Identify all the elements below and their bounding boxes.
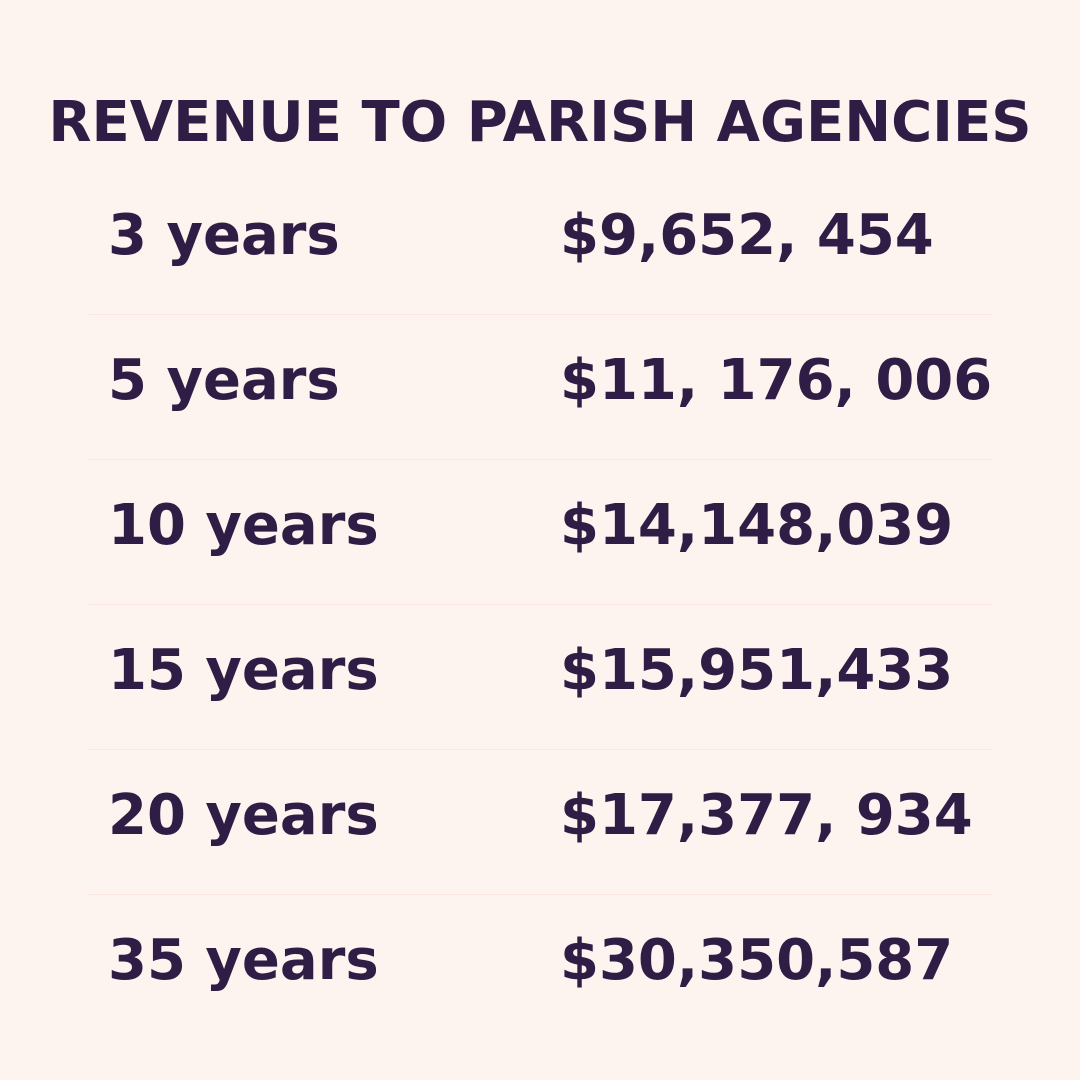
revenue-amount: $9,652, 454 (560, 203, 934, 268)
table-row: 10 years $14,148,039 (88, 460, 992, 605)
table-row: 3 years $9,652, 454 (88, 170, 992, 315)
table-row: 15 years $15,951,433 (88, 605, 992, 750)
table-row: 20 years $17,377, 934 (88, 750, 992, 895)
period-label: 15 years (108, 638, 379, 703)
revenue-amount: $15,951,433 (560, 638, 954, 703)
revenue-amount: $30,350,587 (560, 928, 954, 993)
period-label: 10 years (108, 493, 379, 558)
revenue-amount: $14,148,039 (560, 493, 954, 558)
revenue-amount: $11, 176, 006 (560, 348, 993, 413)
table-row: 35 years $30,350,587 (88, 895, 992, 1039)
page-title: REVENUE TO PARISH AGENCIES (48, 89, 1032, 155)
revenue-table: 3 years $9,652, 454 5 years $11, 176, 00… (88, 170, 992, 1039)
period-label: 20 years (108, 783, 379, 848)
period-label: 35 years (108, 928, 379, 993)
revenue-amount: $17,377, 934 (560, 783, 973, 848)
period-label: 3 years (108, 203, 340, 268)
table-row: 5 years $11, 176, 006 (88, 315, 992, 460)
period-label: 5 years (108, 348, 340, 413)
